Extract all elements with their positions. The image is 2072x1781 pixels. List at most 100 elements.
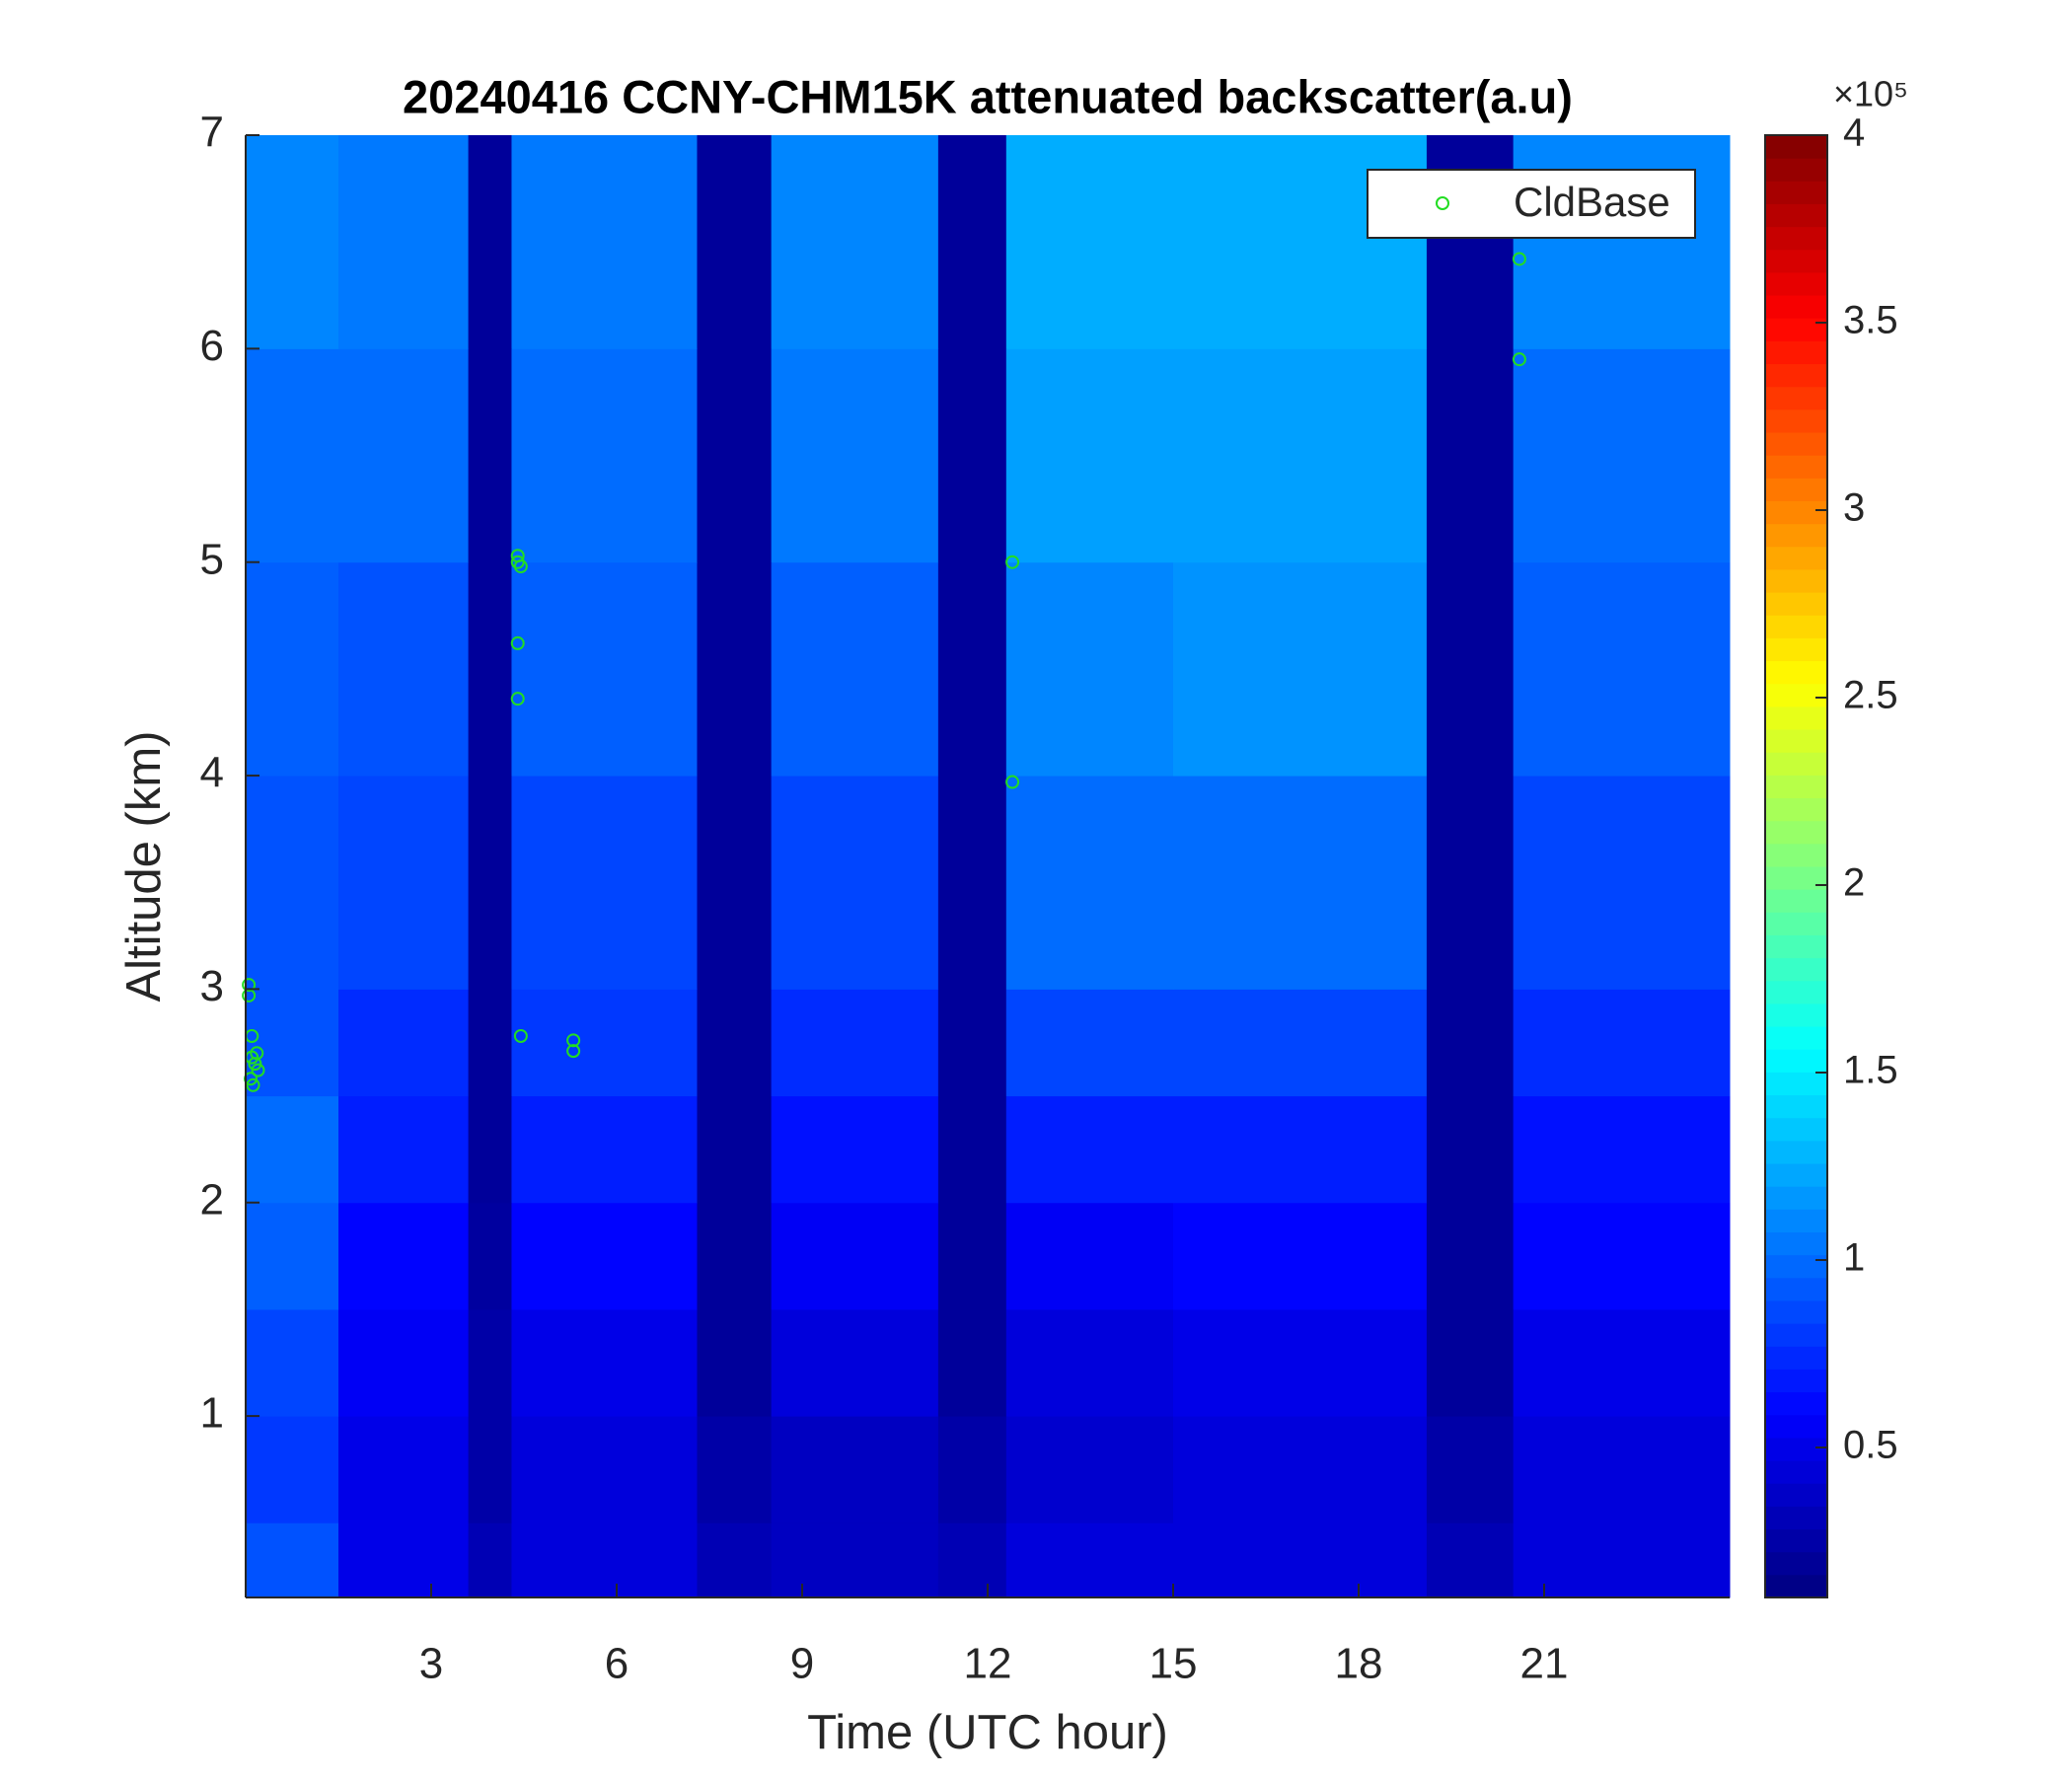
colorbar-segment xyxy=(1765,1506,1827,1530)
heatmap-cell xyxy=(246,1095,339,1204)
heatmap-cell xyxy=(1005,135,1174,349)
legend-box xyxy=(1367,169,1696,239)
heatmap-cell xyxy=(1173,1522,1428,1598)
heatmap-cell xyxy=(511,1095,698,1204)
cloud-base-marker xyxy=(1005,555,1020,569)
heatmap-cell xyxy=(468,1522,512,1598)
colorbar-tick-label: 2.5 xyxy=(1843,674,1898,717)
cloud-base-marker xyxy=(242,978,257,993)
x-tick-label: 12 xyxy=(964,1640,1012,1688)
heatmap-cell xyxy=(246,776,339,990)
heatmap-cell xyxy=(1426,1202,1515,1310)
x-tick-label: 9 xyxy=(790,1640,814,1688)
y-tick-label: 3 xyxy=(200,962,224,1010)
cloud-base-marker xyxy=(510,635,525,650)
heatmap-cell xyxy=(511,561,698,777)
y-tick-label: 5 xyxy=(200,535,224,583)
heatmap-cell xyxy=(1426,561,1515,777)
colorbar-segment xyxy=(1765,637,1827,662)
heatmap-cell xyxy=(1005,1416,1174,1523)
colorbar-segment xyxy=(1765,957,1827,982)
colorbar-segment xyxy=(1765,1254,1827,1279)
heatmap-cell xyxy=(338,1522,470,1598)
cloud-base-marker xyxy=(246,1077,260,1092)
colorbar-segment xyxy=(1765,408,1827,433)
heatmap-cell xyxy=(771,1202,939,1310)
chart-title: 20240416 CCNY-CHM15K attenuated backscat… xyxy=(403,70,1573,122)
colorbar-segment xyxy=(1765,1140,1827,1164)
y-tick-label: 1 xyxy=(200,1389,224,1438)
heatmap-cell xyxy=(246,135,339,349)
cloud-base-marker xyxy=(566,1033,581,1048)
heatmap-cell xyxy=(1513,348,1731,563)
y-tick-label: 4 xyxy=(200,749,224,797)
heatmap-cell xyxy=(697,561,773,777)
heatmap-cell xyxy=(1173,561,1428,777)
heatmap-cell xyxy=(246,561,339,777)
heatmap-cell xyxy=(1513,1308,1731,1417)
heatmap-cell xyxy=(1005,989,1174,1097)
x-tick-label: 3 xyxy=(419,1640,443,1688)
heatmap-cell xyxy=(1513,1095,1731,1204)
colorbar-tick-label: 0.5 xyxy=(1843,1424,1898,1467)
colorbar-segment xyxy=(1765,226,1827,251)
heatmap-cell xyxy=(338,1308,470,1417)
colorbar-segment xyxy=(1765,1460,1827,1484)
heatmap-cell xyxy=(1005,1095,1174,1204)
colorbar-segment xyxy=(1765,1574,1827,1598)
heatmap-cell xyxy=(1173,1202,1428,1310)
colorbar-tick-label: 4 xyxy=(1843,111,1865,155)
heatmap-cell xyxy=(1513,1202,1731,1310)
colorbar-segment xyxy=(1765,249,1827,273)
heatmap-cell xyxy=(937,561,1007,777)
heatmap-cell xyxy=(1173,776,1428,990)
heatmap-cell xyxy=(511,135,698,349)
heatmap-cell xyxy=(468,348,512,563)
heatmap-cell xyxy=(1426,989,1515,1097)
heatmap-cell xyxy=(468,776,512,990)
colorbar-segment xyxy=(1765,1346,1827,1370)
heatmap-cell xyxy=(1173,1416,1428,1523)
heatmap-cell xyxy=(338,348,470,563)
colorbar-tick-label: 2 xyxy=(1843,861,1865,905)
colorbar-segment xyxy=(1765,295,1827,319)
heatmap-cell xyxy=(697,776,773,990)
heatmap-cell xyxy=(771,135,939,349)
colorbar-segment xyxy=(1765,432,1827,456)
colorbar-tick-label: 3 xyxy=(1843,486,1865,530)
x-tick-label: 18 xyxy=(1335,1640,1383,1688)
colorbar-segment xyxy=(1765,1437,1827,1461)
colorbar-segment xyxy=(1765,843,1827,867)
heatmap-cell xyxy=(771,1522,939,1598)
heatmap-cell xyxy=(1005,1308,1174,1417)
colorbar-segment xyxy=(1765,797,1827,822)
colorbar-segment xyxy=(1765,478,1827,501)
colorbar-segment xyxy=(1765,820,1827,845)
heatmap-cell xyxy=(468,1202,512,1310)
heatmap-cell xyxy=(1513,135,1731,349)
colorbar-segment xyxy=(1765,1072,1827,1096)
heatmap-cell xyxy=(1005,1522,1174,1598)
heatmap-cell xyxy=(468,135,512,349)
colorbar-segment xyxy=(1765,386,1827,410)
heatmap-cell xyxy=(468,1308,512,1417)
colorbar-segment xyxy=(1765,135,1827,159)
heatmap-cell xyxy=(246,1416,339,1523)
heatmap-cell xyxy=(1426,348,1515,563)
x-tick-label: 21 xyxy=(1520,1640,1569,1688)
heatmap-cell xyxy=(338,135,470,349)
colorbar-segment xyxy=(1765,568,1827,593)
colorbar-segment xyxy=(1765,363,1827,388)
cloud-base-marker xyxy=(250,1046,264,1061)
colorbar-segment xyxy=(1765,775,1827,799)
cloud-base-marker xyxy=(1512,252,1526,266)
colorbar-frame xyxy=(1764,134,1828,1598)
heatmap-cell xyxy=(697,348,773,563)
colorbar-segment xyxy=(1765,1483,1827,1507)
heatmap-cell xyxy=(1426,776,1515,990)
colorbar-exponent: ×10⁵ xyxy=(1833,74,1908,114)
heatmap-cell xyxy=(1513,1522,1731,1598)
heatmap-cell xyxy=(246,348,339,563)
heatmap-cell xyxy=(771,1416,939,1523)
heatmap-cell xyxy=(697,1522,773,1598)
